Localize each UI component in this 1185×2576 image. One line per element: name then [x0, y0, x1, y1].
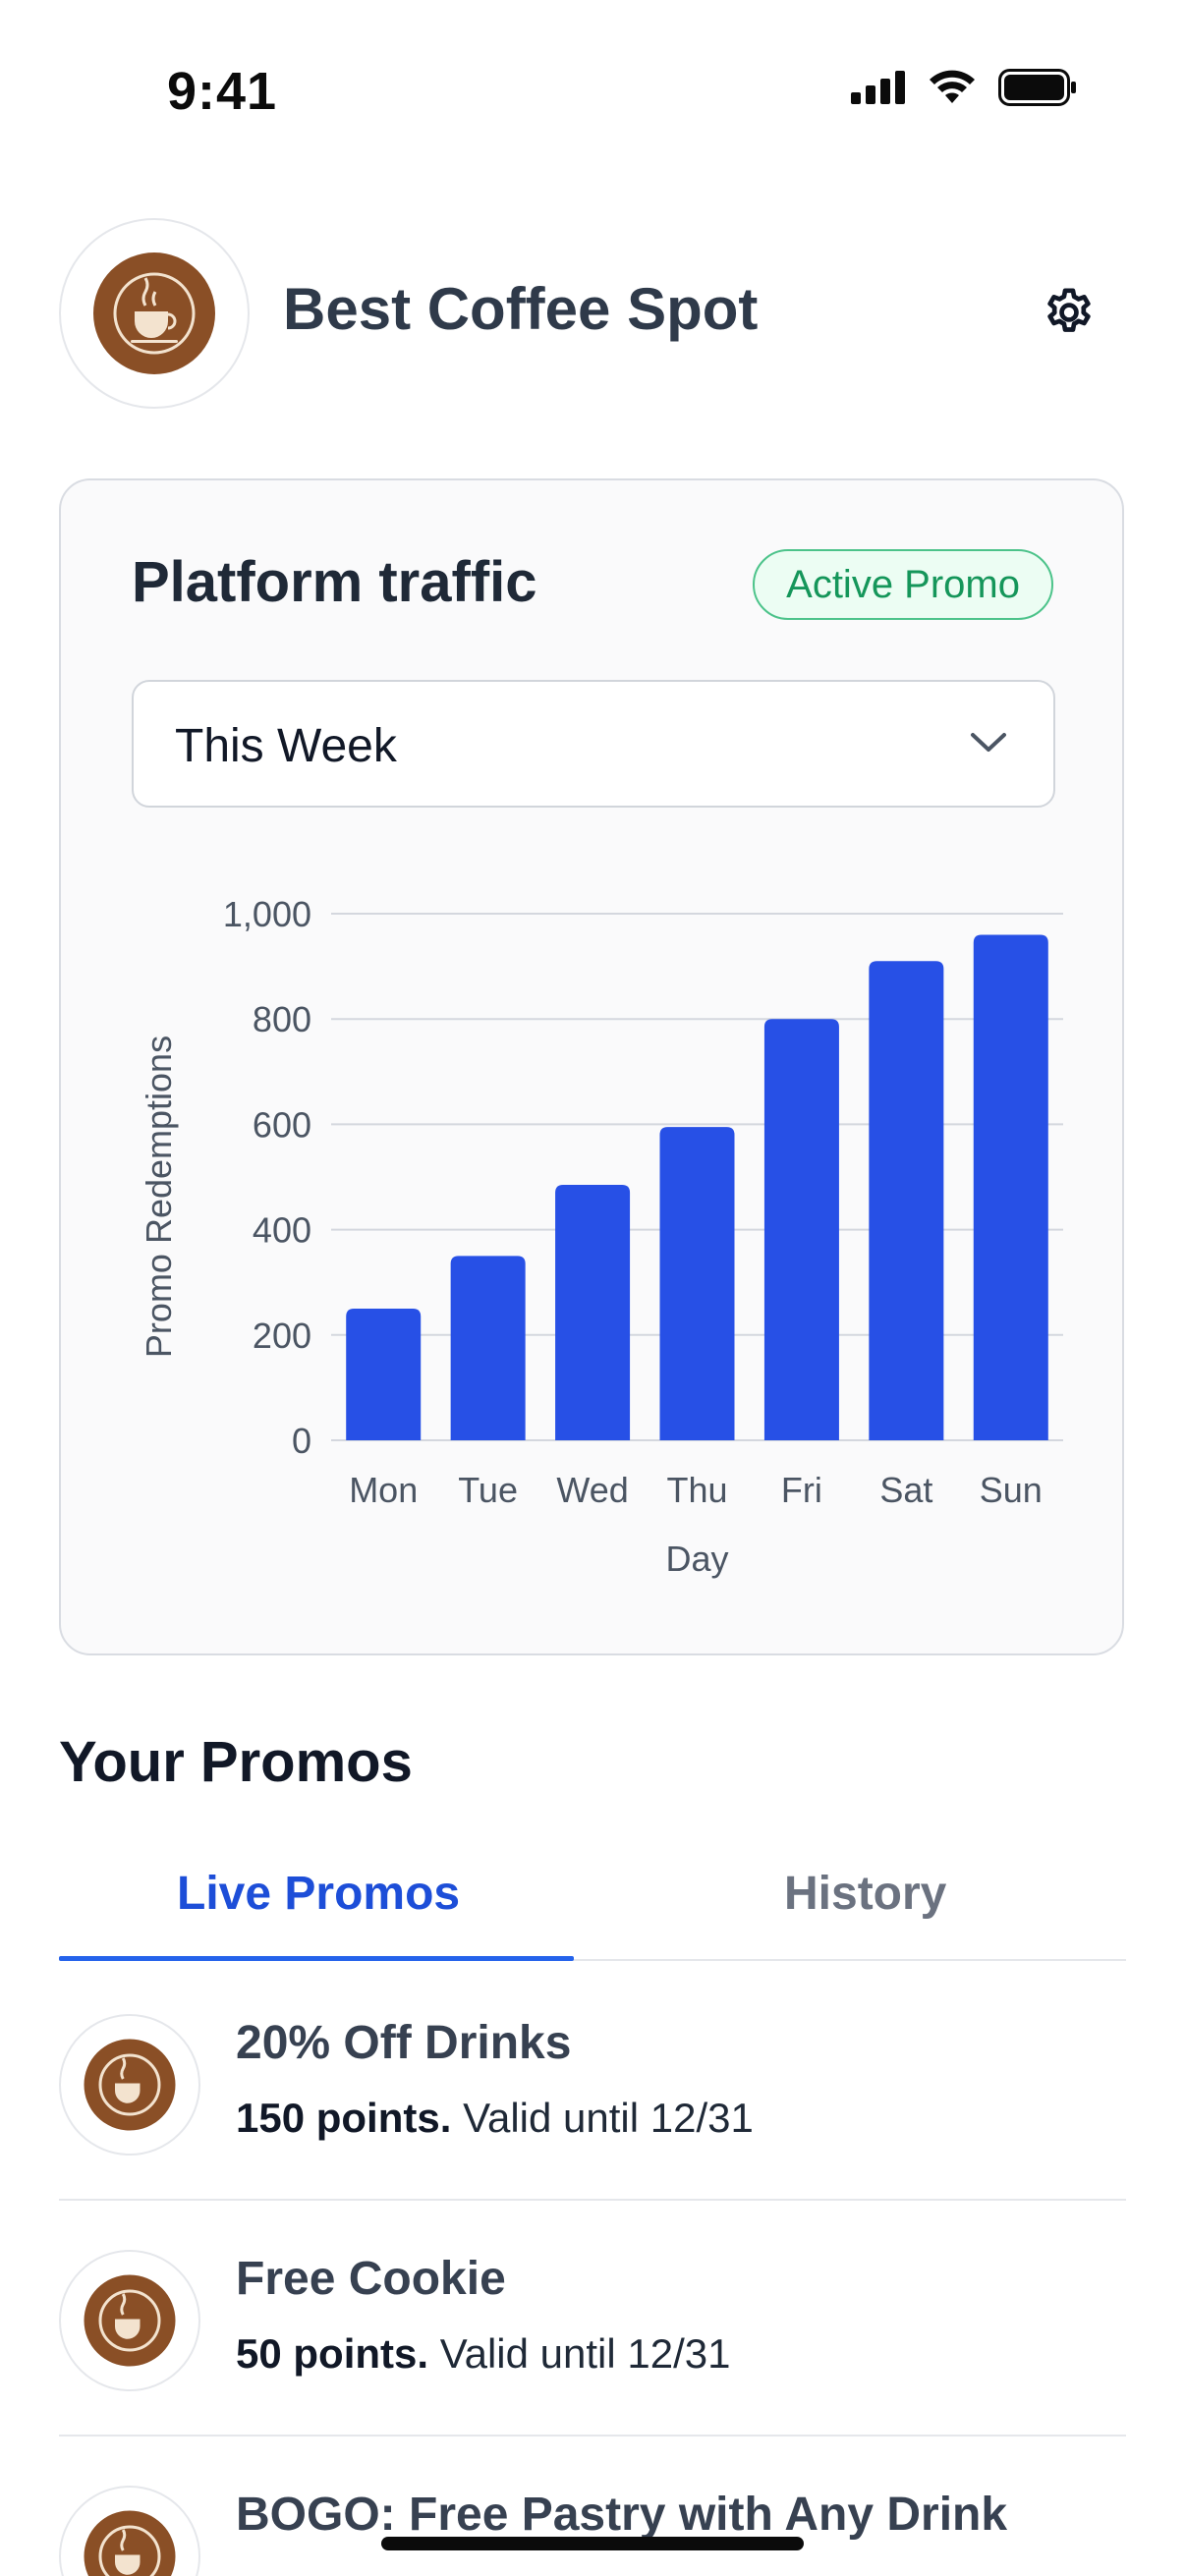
y-axis-label: Promo Redemptions: [139, 1036, 179, 1358]
card-title: Platform traffic: [132, 550, 537, 614]
promo-item[interactable]: BOGO: Free Pastry with Any Drink: [59, 2436, 1126, 2576]
x-tick-label: Thu: [666, 1470, 727, 1510]
x-tick-label: Sat: [879, 1470, 932, 1510]
promo-title: BOGO: Free Pastry with Any Drink: [236, 2489, 1008, 2541]
promo-title: 20% Off Drinks: [236, 2017, 572, 2069]
bar: [763, 1019, 839, 1440]
promo-validity: Valid until 12/31: [428, 2330, 731, 2377]
active-promo-badge: Active Promo: [753, 549, 1053, 620]
promo-item[interactable]: Free Cookie 50 points. Valid until 12/31: [59, 2201, 1126, 2436]
shop-name: Best Coffee Spot: [283, 276, 759, 342]
promo-logo: [59, 2486, 200, 2576]
bar: [555, 1185, 631, 1440]
y-tick-label: 800: [253, 999, 311, 1039]
coffee-shop-logo-icon: [93, 252, 215, 374]
bar: [973, 934, 1048, 1440]
y-tick-label: 400: [253, 1210, 311, 1251]
coffee-shop-logo-icon: [84, 2039, 176, 2131]
x-tick-label: Wed: [556, 1470, 628, 1510]
promo-subtitle: 50 points. Valid until 12/31: [236, 2330, 730, 2378]
promo-divider: [59, 2435, 1126, 2436]
y-tick-label: 200: [253, 1316, 311, 1356]
promo-subtitle: 150 points. Valid until 12/31: [236, 2095, 754, 2142]
x-tick-label: Fri: [781, 1470, 822, 1510]
tab-history[interactable]: History: [784, 1868, 947, 1920]
x-tick-label: Sun: [980, 1470, 1043, 1510]
signal-icon: [851, 71, 905, 104]
coffee-shop-logo-icon: [84, 2274, 176, 2367]
promo-points: 50 points.: [236, 2330, 429, 2377]
period-select[interactable]: This Week: [132, 680, 1055, 808]
wifi-icon: [930, 70, 975, 103]
y-tick-label: 600: [253, 1104, 311, 1145]
x-tick-label: Tue: [458, 1470, 518, 1510]
platform-traffic-card: Platform traffic Active Promo This Week …: [59, 478, 1124, 1655]
your-promos-title: Your Promos: [59, 1730, 413, 1794]
x-axis-label: Day: [665, 1539, 728, 1579]
bar: [450, 1256, 526, 1440]
coffee-shop-logo-icon: [84, 2510, 176, 2576]
battery-icon: [998, 69, 1076, 106]
bar: [659, 1127, 735, 1440]
home-indicator: [381, 2537, 804, 2550]
promo-logo: [59, 2250, 200, 2391]
traffic-bar-chart: 0 200 400 600 800 1,000 Mon Tue Wed Thu Fri Sat Sun D…: [139, 894, 1063, 1579]
shop-logo[interactable]: [59, 218, 250, 409]
active-tab-indicator: [59, 1956, 574, 1961]
settings-gear-icon[interactable]: [1042, 285, 1097, 340]
promo-title: Free Cookie: [236, 2253, 506, 2305]
tab-live-promos[interactable]: Live Promos: [177, 1868, 461, 1920]
promo-logo: [59, 2014, 200, 2156]
promo-validity: Valid until 12/31: [451, 2095, 754, 2141]
promo-item[interactable]: 20% Off Drinks 150 points. Valid until 1…: [59, 1965, 1126, 2201]
chevron-down-icon: [971, 733, 1006, 752]
y-tick-label: 1,000: [223, 894, 311, 934]
promo-divider: [59, 2199, 1126, 2201]
x-tick-label: Mon: [349, 1470, 418, 1510]
bar: [869, 961, 944, 1440]
period-select-value: This Week: [175, 720, 397, 772]
tab-divider: [59, 1959, 1126, 1961]
promo-points: 150 points.: [236, 2095, 452, 2141]
status-time: 9:41: [167, 62, 278, 121]
status-icons: [851, 69, 1077, 106]
y-tick-label: 0: [292, 1421, 311, 1461]
bar: [346, 1309, 422, 1440]
